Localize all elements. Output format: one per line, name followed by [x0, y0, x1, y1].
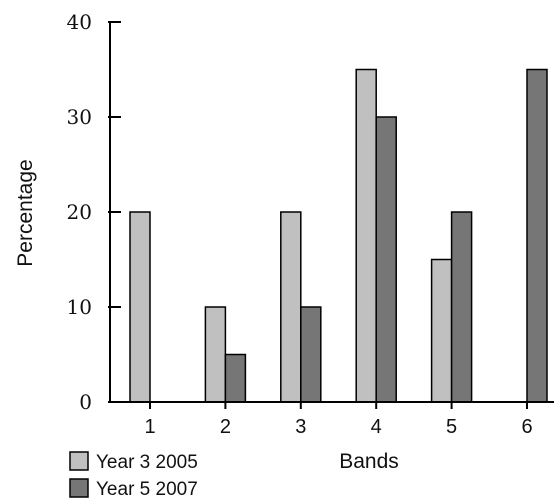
bar-year3-band-3: [280, 211, 302, 403]
bar-year5-band-3: [300, 306, 322, 403]
y-tick-label: 20: [67, 200, 92, 224]
bar-year3-band-5: [430, 258, 453, 403]
bars: [129, 68, 548, 403]
x-tick-label: 3: [295, 416, 306, 438]
axes: [109, 22, 554, 403]
legend-label: Year 3 2005: [96, 452, 198, 473]
x-tick-label: 2: [220, 416, 231, 438]
bar-year3-band-1: [129, 211, 151, 403]
bar-year3-band-2: [204, 306, 227, 403]
y-tick-label: 30: [67, 105, 92, 129]
legend-swatch: [69, 478, 89, 498]
bar-year5-band-5: [450, 211, 473, 403]
x-tick-label: 1: [144, 416, 155, 438]
bar-year3-band-4: [355, 68, 377, 403]
bar-year5-band-6: [526, 68, 548, 403]
x-tick-label: 4: [371, 416, 382, 438]
y-tick-label: 40: [67, 10, 92, 34]
legend-swatch: [69, 451, 89, 471]
x-ticks: 1 2 3 4 5 6: [144, 402, 533, 438]
bar-year5-band-4: [375, 116, 397, 403]
legend: Year 3 2005 Year 5 2007: [69, 451, 198, 500]
y-tick-label: 10: [67, 295, 92, 319]
x-axis-title: Bands: [339, 450, 399, 473]
x-tick-label: 5: [446, 416, 457, 438]
y-ticks: 0 10 20 30 40: [67, 10, 121, 414]
x-tick-label: 6: [521, 416, 532, 438]
bar-year5-band-2: [224, 353, 247, 403]
y-axis-title: Percentage: [14, 159, 37, 266]
legend-label: Year 5 2007: [96, 479, 198, 500]
y-tick-label: 0: [79, 390, 92, 414]
